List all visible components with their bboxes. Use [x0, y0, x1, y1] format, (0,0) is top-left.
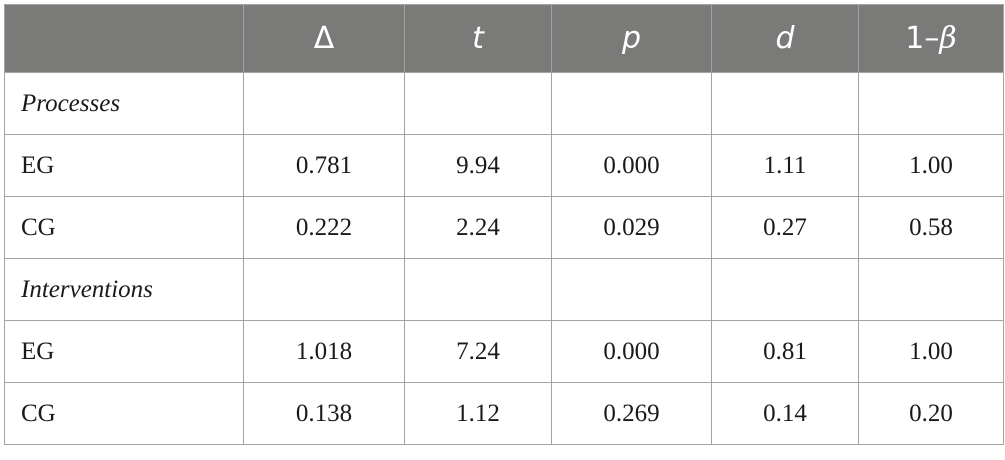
- statistics-table: Δ t p d 1–β Processes EG 0.781 9.94 0.00…: [4, 4, 1004, 445]
- section-row-processes: Processes: [4, 72, 1004, 135]
- cell-p: 0.269: [551, 382, 712, 445]
- cell-t: 9.94: [404, 134, 552, 197]
- empty-cell: [858, 258, 1004, 321]
- table-row: EG 0.781 9.94 0.000 1.11 1.00: [4, 134, 1004, 197]
- cell-t: 2.24: [404, 196, 552, 259]
- empty-cell: [551, 258, 712, 321]
- row-label: EG: [4, 320, 244, 383]
- empty-cell: [551, 72, 712, 135]
- row-label: CG: [4, 382, 244, 445]
- row-label: EG: [4, 134, 244, 197]
- empty-cell: [243, 258, 405, 321]
- header-row: Δ t p d 1–β: [4, 4, 1004, 73]
- header-p: p: [551, 4, 712, 73]
- empty-cell: [243, 72, 405, 135]
- cell-p: 0.000: [551, 134, 712, 197]
- cell-t: 7.24: [404, 320, 552, 383]
- table-row: EG 1.018 7.24 0.000 0.81 1.00: [4, 320, 1004, 383]
- cell-delta: 0.222: [243, 196, 405, 259]
- cell-power: 0.20: [858, 382, 1004, 445]
- table-row: CG 0.138 1.12 0.269 0.14 0.20: [4, 382, 1004, 445]
- section-row-interventions: Interventions: [4, 258, 1004, 321]
- cell-t: 1.12: [404, 382, 552, 445]
- empty-cell: [404, 72, 552, 135]
- section-title: Processes: [4, 72, 244, 135]
- cell-power: 1.00: [858, 134, 1004, 197]
- cell-power: 1.00: [858, 320, 1004, 383]
- cell-d: 0.14: [711, 382, 859, 445]
- header-empty: [4, 4, 244, 73]
- cell-d: 0.27: [711, 196, 859, 259]
- cell-delta: 0.781: [243, 134, 405, 197]
- header-power-beta: β: [939, 21, 957, 56]
- cell-p: 0.000: [551, 320, 712, 383]
- empty-cell: [858, 72, 1004, 135]
- cell-delta: 0.138: [243, 382, 405, 445]
- section-title: Interventions: [4, 258, 244, 321]
- header-t: t: [404, 4, 552, 73]
- cell-d: 0.81: [711, 320, 859, 383]
- row-label: CG: [4, 196, 244, 259]
- cell-power: 0.58: [858, 196, 1004, 259]
- table-row: CG 0.222 2.24 0.029 0.27 0.58: [4, 196, 1004, 259]
- cell-p: 0.029: [551, 196, 712, 259]
- empty-cell: [711, 72, 859, 135]
- header-power: 1–β: [858, 4, 1004, 73]
- cell-delta: 1.018: [243, 320, 405, 383]
- empty-cell: [711, 258, 859, 321]
- header-delta: Δ: [243, 4, 405, 73]
- cell-d: 1.11: [711, 134, 859, 197]
- header-d: d: [711, 4, 859, 73]
- empty-cell: [404, 258, 552, 321]
- header-power-prefix: 1–: [905, 21, 940, 56]
